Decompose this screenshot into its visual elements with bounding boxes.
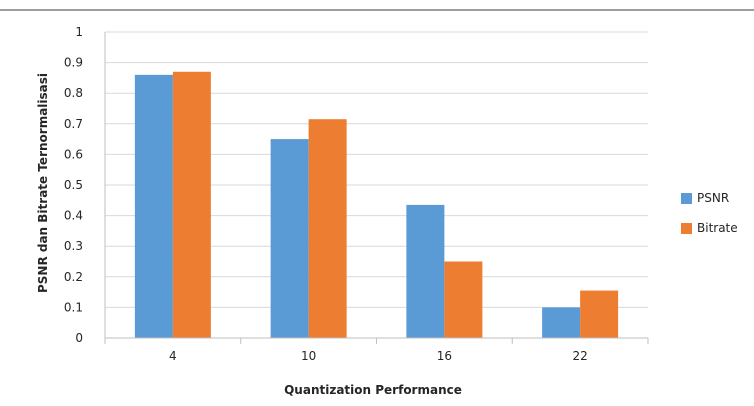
y-tick-label: 0 <box>75 331 83 345</box>
y-tick-label: 0.6 <box>64 147 83 161</box>
y-tick-label: 0.5 <box>64 178 83 192</box>
bar-psnr-22 <box>542 307 581 338</box>
y-tick-label: 0.8 <box>64 86 83 100</box>
axes <box>104 32 649 344</box>
y-tick-labels: 0 0.1 0.2 0.3 0.4 0.5 0.6 0.7 0.8 0.9 1 <box>64 25 83 345</box>
y-tick-label: 0.4 <box>64 209 83 223</box>
y-tick-label: 0.7 <box>64 117 83 131</box>
bar-psnr-4 <box>134 74 173 338</box>
x-tick-label: 10 <box>301 349 316 363</box>
x-tick-label: 22 <box>572 349 587 363</box>
bar-bitrate-16 <box>444 261 483 338</box>
bar-psnr-10 <box>270 139 309 338</box>
y-tick-label: 1 <box>75 25 83 39</box>
bar-psnr-16 <box>406 204 445 338</box>
legend-label-psnr: PSNR <box>697 191 729 205</box>
y-tick-label: 0.2 <box>64 270 83 284</box>
y-axis-label: PSNR dan Bitrate Ternormalisasi <box>36 73 50 293</box>
legend-swatch-psnr <box>681 193 692 204</box>
y-tick-label: 0.1 <box>64 300 83 314</box>
bars <box>134 71 619 339</box>
x-tick-label: 16 <box>437 349 452 363</box>
legend-label-bitrate: Bitrate <box>697 221 738 235</box>
bar-bitrate-4 <box>172 71 211 338</box>
legend: PSNR Bitrate <box>681 191 738 235</box>
x-tick-label: 4 <box>169 349 177 363</box>
legend-swatch-bitrate <box>681 223 692 234</box>
x-axis-label: Quantization Performance <box>284 383 462 397</box>
bar-bitrate-10 <box>308 119 347 339</box>
x-tick-labels: 4 10 16 22 <box>169 349 588 363</box>
y-tick-label: 0.3 <box>64 239 83 253</box>
bar-bitrate-22 <box>580 290 619 338</box>
y-tick-label: 0.9 <box>64 56 83 70</box>
